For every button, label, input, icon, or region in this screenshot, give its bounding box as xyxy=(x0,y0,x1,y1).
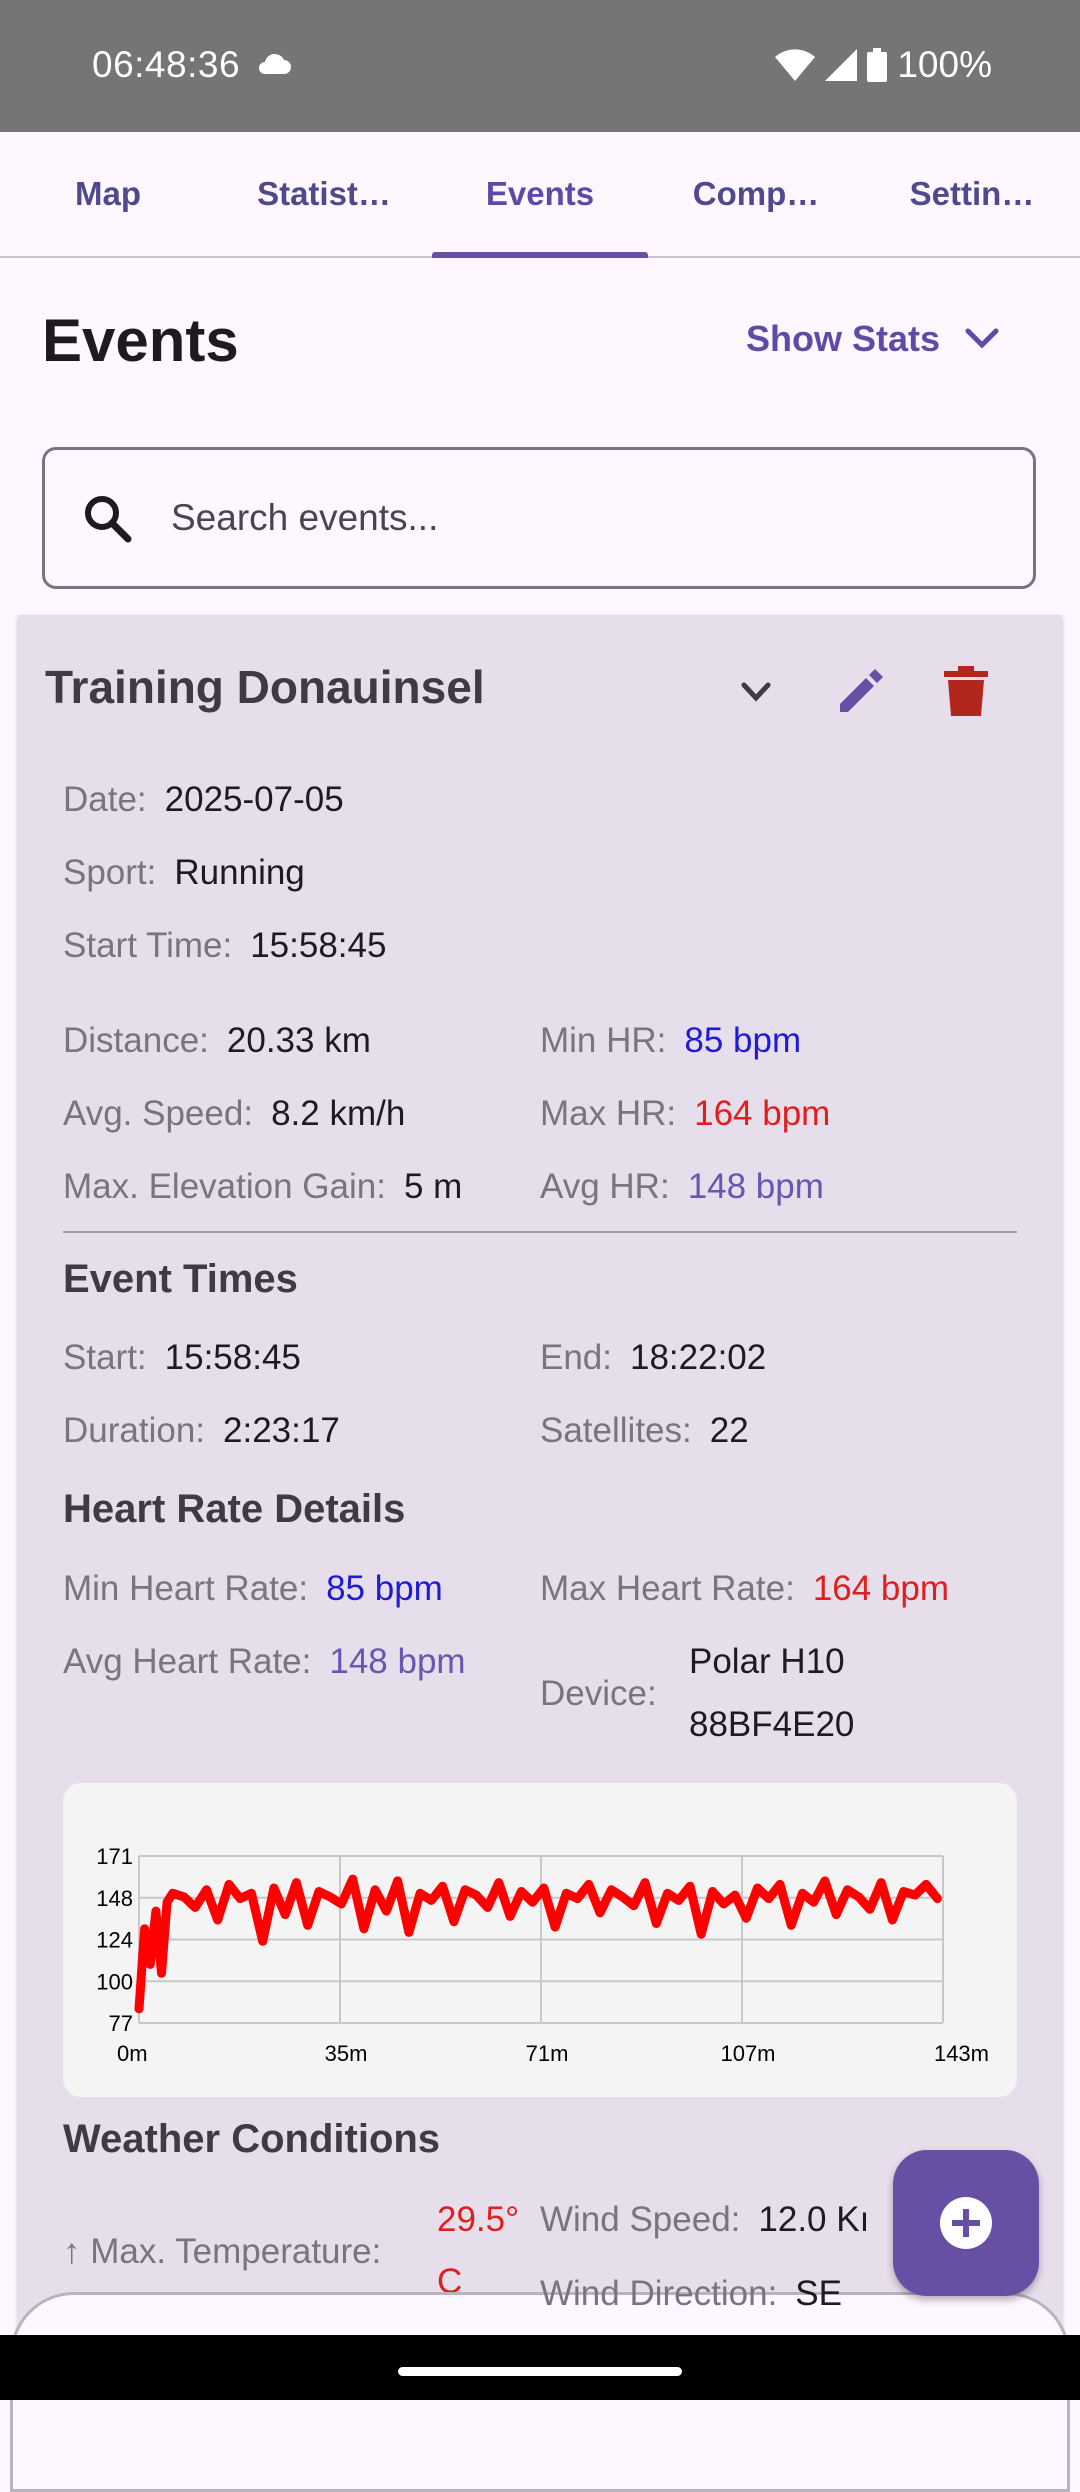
home-gesture-handle[interactable] xyxy=(398,2367,682,2376)
wind-direction-row: Wind Direction: SE xyxy=(540,2274,842,2313)
search-box xyxy=(42,447,1036,589)
y-tick-label: 148 xyxy=(96,1886,133,1911)
event-title: Training Donauinsel xyxy=(45,661,485,713)
y-tick-label: 124 xyxy=(96,1928,133,1953)
heart-rate-series-line xyxy=(134,1874,942,2014)
y-tick-label: 77 xyxy=(109,2011,133,2036)
start-time-row: Start Time: 15:58:45 xyxy=(63,926,387,965)
device-name: Polar H10 xyxy=(689,1642,845,1681)
satellites-row: Satellites: 22 xyxy=(540,1411,749,1450)
tab-map[interactable]: Map xyxy=(75,175,141,212)
tab-compare[interactable]: Comp… xyxy=(692,175,820,212)
distance-row: Distance: 20.33 km xyxy=(63,1021,371,1060)
x-tick-label: 71m xyxy=(526,2041,569,2066)
status-bar: 06:48:36 100% xyxy=(0,0,1080,132)
event-card xyxy=(18,615,1062,2415)
tab-settings[interactable]: Settin… xyxy=(909,175,1035,212)
avg-speed-row: Avg. Speed: 8.2 km/h xyxy=(63,1094,406,1133)
battery-icon xyxy=(867,48,888,82)
device-id: 88BF4E20 xyxy=(689,1705,855,1744)
duration-row: Duration: 2:23:17 xyxy=(63,1411,340,1450)
signal-icon xyxy=(825,49,858,81)
elevation-row: Max. Elevation Gain: 5 m xyxy=(63,1167,463,1206)
weather-heading: Weather Conditions xyxy=(63,2117,441,2161)
wifi-icon xyxy=(775,49,816,81)
event-start-row: Start: 15:58:45 xyxy=(63,1338,301,1377)
x-tick-label: 107m xyxy=(720,2041,775,2066)
x-tick-label: 143m xyxy=(934,2041,989,2066)
navigation-bar xyxy=(0,2335,1080,2400)
heart-rate-chart: 171 148 124 100 77 0m 35m 71m 107m 143m xyxy=(63,1783,1017,2097)
date-row: Date: 2025-07-05 xyxy=(63,780,344,819)
tab-events[interactable]: Events xyxy=(432,132,648,258)
edit-pencil-icon[interactable] xyxy=(834,664,888,718)
battery-percent: 100% xyxy=(897,44,992,85)
max-hr-row: Max HR: 164 bpm xyxy=(540,1094,831,1133)
max-temp-label: ↑ Max. Temperature: xyxy=(63,2232,382,2271)
search-icon xyxy=(85,496,132,543)
tab-statistics[interactable]: Statist… xyxy=(257,175,391,212)
status-right: 100% xyxy=(775,44,992,86)
heart-rate-chart-svg: 171 148 124 100 77 0m 35m 71m 107m 143m xyxy=(96,1844,989,2066)
chevron-down-icon xyxy=(965,328,999,349)
cloud-icon xyxy=(259,53,291,74)
avg-heart-rate-row: Avg Heart Rate: 148 bpm xyxy=(63,1642,466,1681)
avg-hr-row: Avg HR: 148 bpm xyxy=(540,1167,824,1206)
x-tick-label: 35m xyxy=(325,2041,368,2066)
divider xyxy=(63,1231,1017,1233)
add-event-button[interactable] xyxy=(893,2150,1039,2296)
max-temp-value-1: 29.5° xyxy=(437,2200,520,2239)
page-title: Events xyxy=(42,307,239,374)
heart-rate-heading: Heart Rate Details xyxy=(63,1487,406,1531)
status-time: 06:48:36 xyxy=(92,44,241,85)
wind-speed-row: Wind Speed: 12.0 Kı xyxy=(540,2200,870,2239)
sport-row: Sport: Running xyxy=(63,853,305,892)
min-heart-rate-row: Min Heart Rate: 85 bpm xyxy=(63,1569,443,1608)
show-stats-button[interactable]: Show Stats xyxy=(746,318,1000,360)
expand-chevron-icon[interactable] xyxy=(736,672,776,712)
y-tick-label: 100 xyxy=(96,1969,133,1994)
tab-bar: Map Statist… Events Comp… Settin… xyxy=(0,132,1080,258)
y-tick-label: 171 xyxy=(96,1844,133,1869)
search-input[interactable] xyxy=(169,496,993,540)
event-times-heading: Event Times xyxy=(63,1257,298,1301)
delete-trash-icon[interactable] xyxy=(944,664,988,718)
device-label: Device: xyxy=(540,1674,657,1713)
event-end-row: End: 18:22:02 xyxy=(540,1338,767,1377)
x-tick-label: 0m xyxy=(117,2041,148,2066)
add-circle-icon xyxy=(940,2197,992,2249)
show-stats-label: Show Stats xyxy=(746,318,941,359)
max-heart-rate-row: Max Heart Rate: 164 bpm xyxy=(540,1569,950,1608)
min-hr-row: Min HR: 85 bpm xyxy=(540,1021,802,1060)
